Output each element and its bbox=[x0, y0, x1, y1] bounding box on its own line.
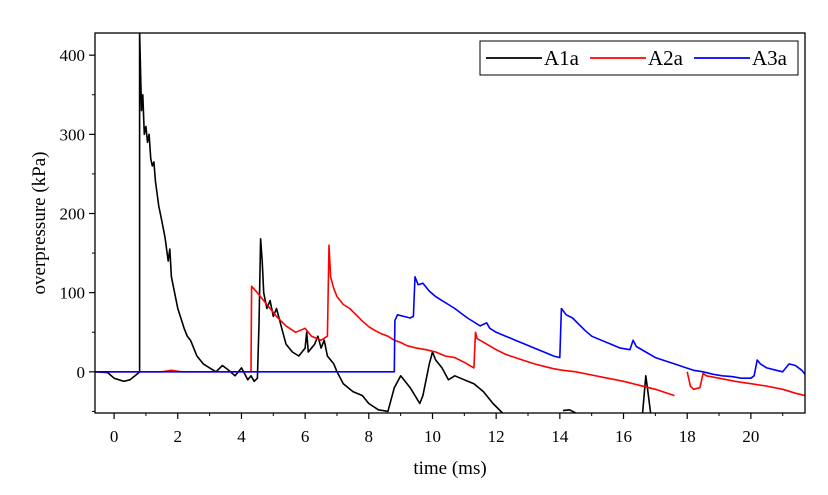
legend-label-A3a: A3a bbox=[752, 46, 788, 70]
y-axis-title: overpressure (kPa) bbox=[29, 152, 50, 295]
y-tick-label-100: 100 bbox=[60, 284, 86, 303]
x-tick-label-18: 18 bbox=[679, 427, 696, 446]
legend: A1a A2a A3a bbox=[479, 40, 799, 76]
series-line-A2a bbox=[95, 244, 675, 397]
x-tick-label-10: 10 bbox=[424, 427, 441, 446]
x-tick-label-8: 8 bbox=[365, 427, 374, 446]
series-line-A1a-part2 bbox=[641, 375, 652, 413]
y-tick-label-200: 200 bbox=[60, 205, 86, 224]
legend-label-A2a: A2a bbox=[648, 46, 684, 70]
series-line-A3a bbox=[95, 276, 805, 379]
legend-label-A1a: A1a bbox=[544, 46, 580, 70]
plot-frame bbox=[94, 32, 806, 414]
x-tick-label-0: 0 bbox=[110, 427, 119, 446]
x-tick-label-16: 16 bbox=[615, 427, 632, 446]
series-line-A1a-part1 bbox=[562, 409, 577, 413]
series-layer bbox=[95, 33, 805, 413]
y-tick-label-300: 300 bbox=[60, 125, 86, 144]
x-tick-label-20: 20 bbox=[742, 427, 759, 446]
x-tick-label-2: 2 bbox=[174, 427, 183, 446]
x-tick-label-4: 4 bbox=[237, 427, 246, 446]
y-tick-label-400: 400 bbox=[60, 46, 86, 65]
x-tick-label-14: 14 bbox=[551, 427, 569, 446]
x-tick-label-6: 6 bbox=[301, 427, 310, 446]
x-axis-title: time (ms) bbox=[413, 458, 486, 479]
y-tick-label-0: 0 bbox=[77, 363, 86, 382]
x-tick-label-12: 12 bbox=[488, 427, 505, 446]
series-line-A2a-part1 bbox=[686, 371, 805, 397]
series-line-A1a bbox=[95, 33, 504, 413]
